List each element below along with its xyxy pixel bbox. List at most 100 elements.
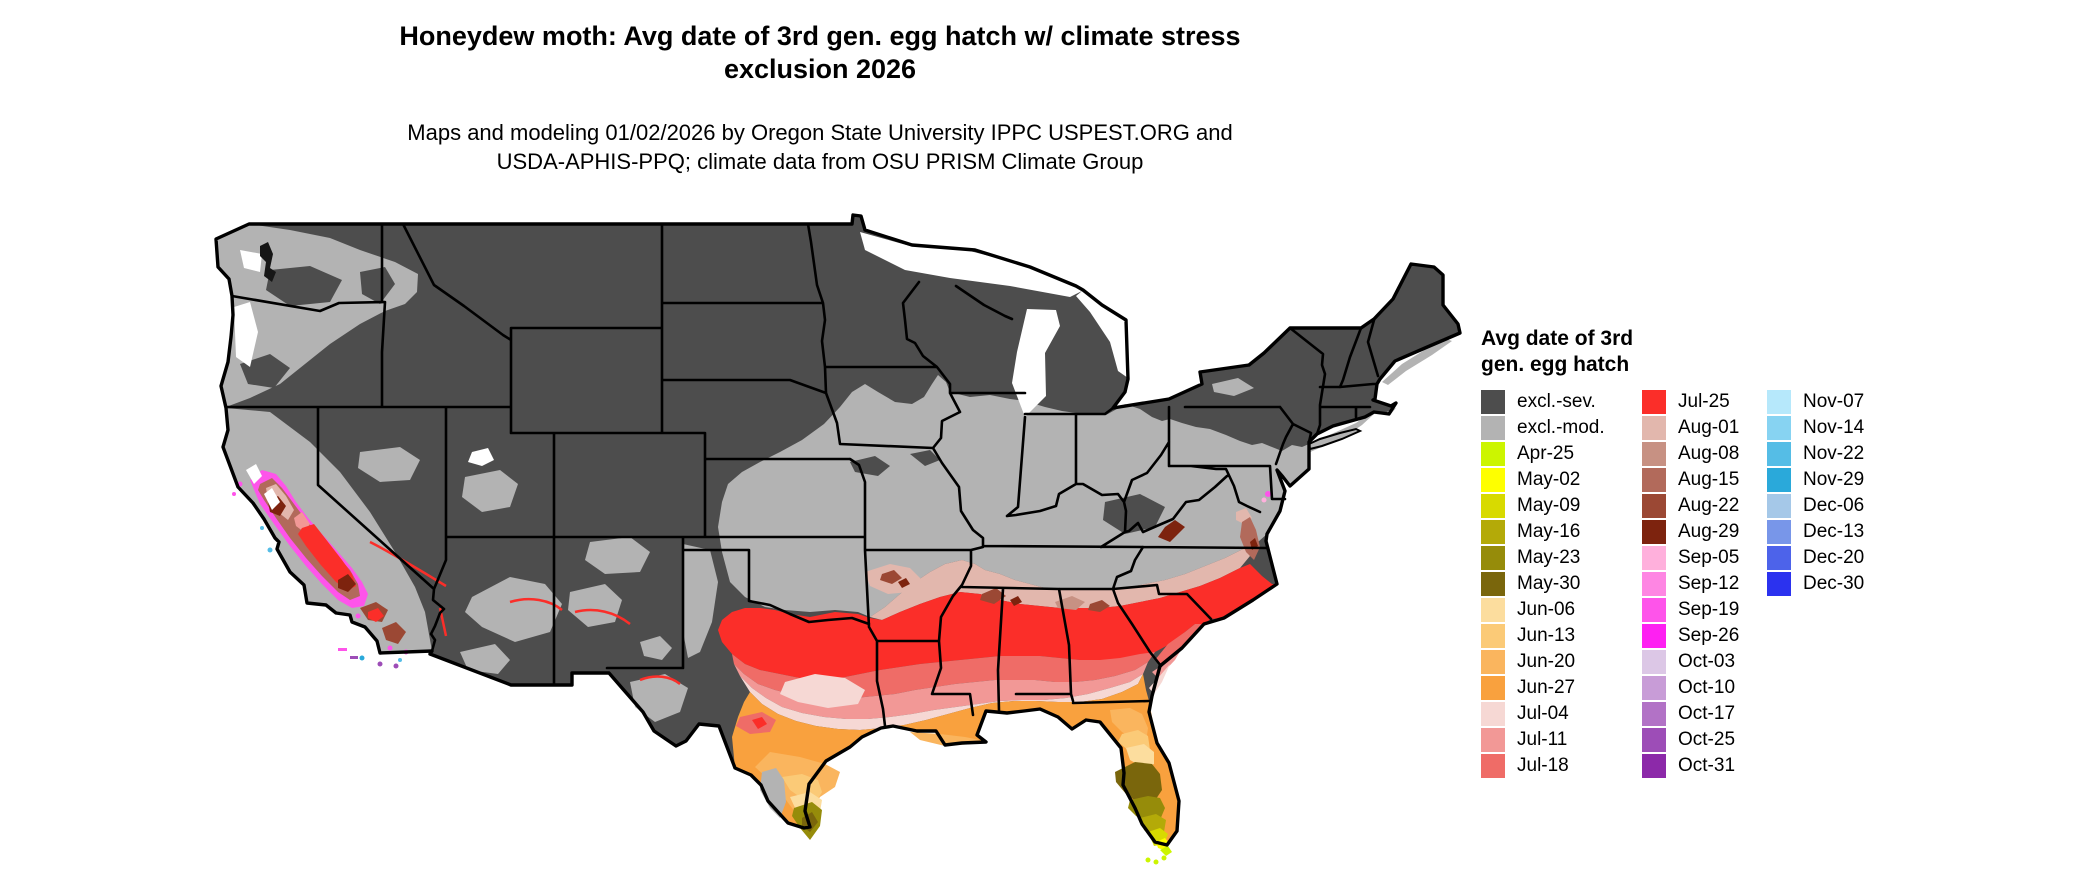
legend-title-line-2: gen. egg hatch [1481, 353, 1630, 376]
legend-swatch [1767, 494, 1791, 518]
legend-item-label: Nov-07 [1803, 391, 1865, 412]
legend-item: Nov-14 [1767, 416, 1897, 440]
legend-item-label: Oct-17 [1678, 703, 1736, 724]
legend-swatch [1481, 468, 1505, 492]
legend-item-label: Aug-08 [1678, 443, 1740, 464]
legend-item-label: Sep-05 [1678, 547, 1740, 568]
legend-item-label: May-16 [1517, 521, 1581, 542]
legend-item: Sep-05 [1642, 546, 1767, 570]
lake-huron [1076, 291, 1128, 378]
us-map [210, 212, 1470, 867]
california-valley-detail [232, 470, 681, 686]
legend-swatch [1642, 416, 1666, 440]
legend-item-label: Aug-29 [1678, 521, 1740, 542]
long-island [1307, 427, 1363, 451]
legend-item: May-30 [1481, 572, 1642, 596]
legend-item: Aug-29 [1642, 520, 1767, 544]
legend-item: Jul-11 [1481, 728, 1642, 752]
legend-swatch [1642, 650, 1666, 674]
legend-swatch [1642, 624, 1666, 648]
legend-item: Aug-22 [1642, 494, 1767, 518]
legend-swatch [1767, 572, 1791, 596]
legend-swatch [1642, 546, 1666, 570]
legend-swatch [1642, 520, 1666, 544]
legend-item: Nov-29 [1767, 468, 1897, 492]
legend-item: Jul-25 [1642, 390, 1767, 414]
legend-swatch [1481, 572, 1505, 596]
legend-item: Jul-18 [1481, 754, 1642, 778]
legend-item-label: May-23 [1517, 547, 1581, 568]
legend-swatch [1767, 520, 1791, 544]
legend-swatch [1767, 416, 1791, 440]
legend-item-label: Sep-12 [1678, 573, 1740, 594]
legend-item: May-09 [1481, 494, 1642, 518]
legend-item: Sep-26 [1642, 624, 1767, 648]
legend-item: Oct-25 [1642, 728, 1767, 752]
title-line-2: exclusion 2026 [723, 54, 917, 84]
legend-item-label: Sep-26 [1678, 625, 1740, 646]
legend-item-label: Jun-06 [1517, 599, 1576, 620]
legend-swatch [1481, 416, 1505, 440]
legend-swatch [1642, 728, 1666, 752]
legend-swatch [1767, 442, 1791, 466]
legend-item-label: Jul-11 [1517, 729, 1568, 750]
title-line-1: Honeydew moth: Avg date of 3rd gen. egg … [399, 21, 1241, 51]
legend-item-label: Jun-27 [1517, 677, 1576, 698]
legend-item: Dec-20 [1767, 546, 1897, 570]
legend-item: Jun-20 [1481, 650, 1642, 674]
legend-item: Sep-19 [1642, 598, 1767, 622]
legend-swatch [1481, 520, 1505, 544]
legend-item: Jul-04 [1481, 702, 1642, 726]
legend-item-label: Jun-20 [1517, 651, 1576, 672]
legend-item-label: Nov-14 [1803, 417, 1865, 438]
map-legend: Avg date of 3rd gen. egg hatch excl.-sev… [1481, 326, 2061, 780]
legend-item-label: Jul-18 [1517, 755, 1569, 776]
legend-item-label: Dec-30 [1803, 573, 1865, 594]
legend-item-label: Oct-31 [1678, 755, 1736, 776]
legend-swatch [1642, 598, 1666, 622]
legend-item-label: Dec-13 [1803, 521, 1865, 542]
legend-item: Aug-08 [1642, 442, 1767, 466]
legend-item: Oct-03 [1642, 650, 1767, 674]
excluded-severe-patches [240, 266, 1165, 534]
legend-item-label: Apr-25 [1517, 443, 1575, 464]
legend-swatch [1481, 754, 1505, 778]
legend-swatch [1481, 702, 1505, 726]
legend-title-line-1: Avg date of 3rd [1481, 327, 1634, 350]
legend-item-label: Jul-25 [1678, 391, 1730, 412]
legend-item: Apr-25 [1481, 442, 1642, 466]
legend-swatch [1481, 624, 1505, 648]
legend-item-label: Jul-04 [1517, 703, 1569, 724]
legend-item: Oct-10 [1642, 676, 1767, 700]
legend-item: May-16 [1481, 520, 1642, 544]
legend-item-label: May-02 [1517, 469, 1581, 490]
legend-swatch [1767, 468, 1791, 492]
legend-swatch [1481, 546, 1505, 570]
us-map-svg [214, 213, 1462, 865]
legend-columns: excl.-sev. excl.-mod. Apr-25 May-02 May-09 Ma… [1481, 390, 2061, 780]
page-subtitle: Maps and modeling 01/02/2026 by Oregon S… [160, 118, 1480, 176]
legend-item-label: Oct-10 [1678, 677, 1736, 698]
subtitle-line-1: Maps and modeling 01/02/2026 by Oregon S… [407, 120, 1233, 145]
us-outline [214, 213, 1462, 847]
legend-item: Oct-31 [1642, 754, 1767, 778]
legend-item-label: Nov-22 [1803, 443, 1865, 464]
water-and-nodata [234, 232, 1128, 510]
legend-item: May-23 [1481, 546, 1642, 570]
state-borders [224, 222, 1380, 728]
legend-item-label: excl.-sev. [1517, 391, 1596, 412]
legend-item: Oct-17 [1642, 702, 1767, 726]
legend-item: Jun-13 [1481, 624, 1642, 648]
legend-swatch [1642, 754, 1666, 778]
subtitle-line-2: USDA-APHIS-PPQ; climate data from OSU PR… [496, 149, 1144, 174]
legend-item-label: Jun-13 [1517, 625, 1576, 646]
legend-item-label: Aug-15 [1678, 469, 1740, 490]
legend-item-label: Oct-03 [1678, 651, 1736, 672]
legend-item: Dec-06 [1767, 494, 1897, 518]
legend-item: Sep-12 [1642, 572, 1767, 596]
legend-item-label: Nov-29 [1803, 469, 1865, 490]
legend-item-label: excl.-mod. [1517, 417, 1605, 438]
legend-swatch [1642, 468, 1666, 492]
legend-swatch [1767, 390, 1791, 414]
